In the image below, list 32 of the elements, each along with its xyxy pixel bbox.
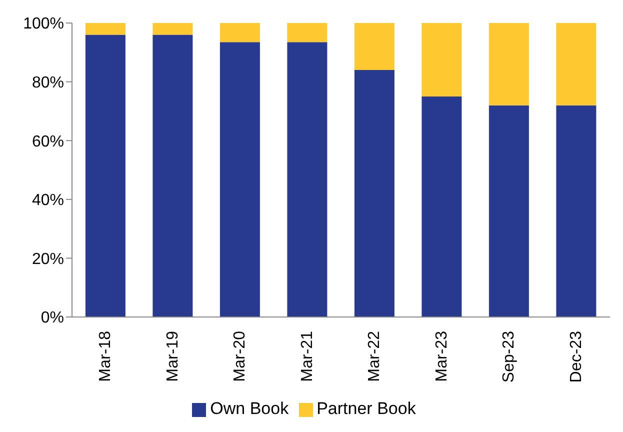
x-tick-label: Mar-21 xyxy=(298,330,316,382)
bar xyxy=(354,70,394,317)
bar xyxy=(152,34,193,317)
bar xyxy=(287,23,328,42)
y-tick-label: 0% xyxy=(40,310,64,327)
bar xyxy=(287,42,328,317)
y-tick-label: 40% xyxy=(32,192,64,210)
bar xyxy=(556,23,596,106)
legend-label: Own Book xyxy=(210,399,289,418)
x-tick-label: Mar-18 xyxy=(97,330,114,382)
bar xyxy=(85,23,126,35)
x-tick-label: Mar-19 xyxy=(164,330,182,382)
bar xyxy=(152,23,193,35)
y-tick-label: 20% xyxy=(32,250,64,268)
x-tick-label: Sep-23 xyxy=(500,330,518,383)
bar xyxy=(488,105,529,317)
x-tick-label: Mar-23 xyxy=(433,330,450,382)
bar xyxy=(220,23,260,42)
bar xyxy=(422,96,462,317)
x-tick-label: Dec-23 xyxy=(568,330,585,383)
bar xyxy=(354,23,394,70)
bar xyxy=(556,105,596,317)
x-tick-label: Mar-22 xyxy=(366,330,384,382)
bar xyxy=(220,42,260,317)
legend-label: Partner Book xyxy=(316,399,416,418)
bar xyxy=(85,34,126,317)
y-tick-label: 100% xyxy=(23,16,64,33)
x-tick-label: Mar-20 xyxy=(232,330,249,382)
y-tick-label: 80% xyxy=(32,74,64,92)
bar xyxy=(422,23,462,96)
y-tick-label: 60% xyxy=(32,133,64,150)
bar xyxy=(488,23,529,106)
